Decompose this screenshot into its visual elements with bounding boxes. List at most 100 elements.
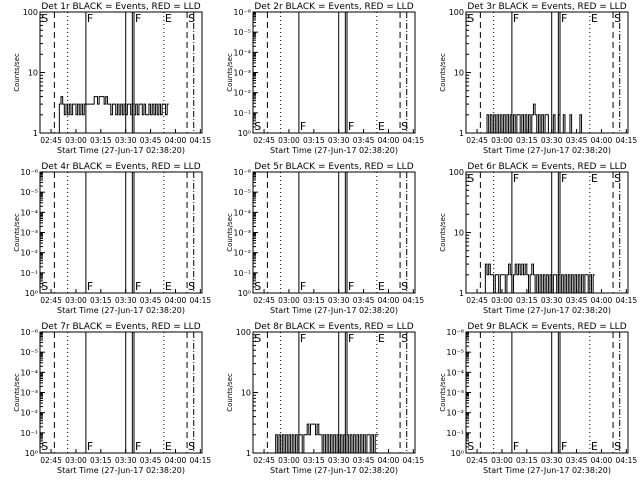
time-marker-label: S <box>614 12 621 25</box>
y-tick-label: 10⁻⁵ <box>20 188 38 197</box>
x-tick-label: 03:30 <box>541 456 563 465</box>
x-tick-label: 03:00 <box>278 296 300 305</box>
y-tick-label: 10⁻¹ <box>233 109 251 118</box>
x-tick-label: 04:00 <box>165 456 187 465</box>
x-tick-label: 03:15 <box>303 296 325 305</box>
time-marker-label: E <box>378 332 385 345</box>
time-marker-label: F <box>513 440 519 453</box>
events-series-line <box>486 103 587 134</box>
y-tick-label: 10⁻² <box>20 249 38 258</box>
x-tick-label: 03:15 <box>90 456 112 465</box>
plot-frame <box>252 171 416 294</box>
y-tick-label: 10⁻⁶ <box>233 8 251 17</box>
x-tick-label: 02:45 <box>40 296 62 305</box>
x-tick-label: 04:00 <box>591 456 613 465</box>
y-tick-label: 10⁻² <box>233 89 251 98</box>
x-tick-label: 03:00 <box>65 136 87 145</box>
x-tick-label: 03:15 <box>516 296 538 305</box>
time-marker-label: F <box>300 332 306 345</box>
time-marker-label: S <box>614 172 621 185</box>
time-marker-label: F <box>561 440 567 453</box>
x-tick-label: 04:00 <box>591 136 613 145</box>
x-tick-label: 03:00 <box>65 296 87 305</box>
x-tick-label: 02:45 <box>40 456 62 465</box>
x-tick-label: 03:45 <box>353 456 375 465</box>
y-axis-label: Counts/sec <box>13 213 21 252</box>
time-marker-label: F <box>348 120 354 133</box>
time-marker-label: F <box>87 440 93 453</box>
y-tick-label: 10⁻⁶ <box>446 328 464 337</box>
y-tick-label: 10⁻⁶ <box>20 168 38 177</box>
x-tick-label: 03:15 <box>303 456 325 465</box>
x-tick-label: 03:00 <box>491 136 513 145</box>
y-tick-label: 10⁻⁵ <box>233 28 251 37</box>
y-axis-label: Counts/sec <box>226 373 234 412</box>
time-marker-label: F <box>300 120 306 133</box>
time-marker-label: S <box>41 12 48 25</box>
events-series-line <box>275 423 379 454</box>
x-tick-label: 03:45 <box>353 296 375 305</box>
x-tick-label: 04:15 <box>616 136 638 145</box>
time-marker-label: E <box>165 280 172 293</box>
y-tick-label: 10⁻¹ <box>20 429 38 438</box>
time-marker-label: S <box>401 280 408 293</box>
y-tick-label: 10⁰ <box>25 289 38 298</box>
time-marker-label: E <box>165 12 172 25</box>
y-tick-label: 10⁻² <box>446 409 464 418</box>
x-tick-label: 02:45 <box>253 296 275 305</box>
x-tick-label: 03:45 <box>140 456 162 465</box>
detector-panel: Det 2r BLACK = Events, RED = LLD Counts/s… <box>226 2 424 155</box>
x-tick-label: 03:30 <box>115 456 137 465</box>
time-marker-label: E <box>378 120 385 133</box>
plot-frame <box>252 11 416 134</box>
time-marker-label: F <box>513 12 519 25</box>
detector-panel: Det 7r BLACK = Events, RED = LLD Counts/s… <box>13 322 211 475</box>
x-tick-label: 02:45 <box>466 136 488 145</box>
x-tick-label: 03:00 <box>491 456 513 465</box>
time-marker-label: S <box>467 440 474 453</box>
y-tick-label: 10⁰ <box>238 129 251 138</box>
y-tick-label: 10⁻⁵ <box>233 188 251 197</box>
y-tick-label: 10⁻³ <box>20 229 38 238</box>
x-tick-label: 03:15 <box>303 136 325 145</box>
x-tick-label: 04:15 <box>403 136 425 145</box>
detector-panel: Det 6r BLACK = Events, RED = LLD Counts/s… <box>439 162 637 315</box>
x-tick-label: 03:00 <box>65 456 87 465</box>
time-marker-label: S <box>401 120 408 133</box>
y-tick-label: 10 <box>241 389 251 398</box>
time-marker-label: S <box>254 120 261 133</box>
time-marker-label: F <box>135 12 141 25</box>
panel-title: Det 4r BLACK = Events, RED = LLD <box>41 162 200 172</box>
x-tick-label: 03:30 <box>328 296 350 305</box>
time-marker-label: E <box>591 12 598 25</box>
x-tick-label: 04:00 <box>378 296 400 305</box>
x-tick-label: 03:30 <box>328 136 350 145</box>
y-tick-label: 10⁻⁵ <box>446 348 464 357</box>
y-tick-label: 10⁰ <box>25 449 38 458</box>
panel-title: Det 2r BLACK = Events, RED = LLD <box>254 2 413 12</box>
x-tick-label: 02:45 <box>466 456 488 465</box>
y-tick-label: 100 <box>236 328 251 337</box>
y-axis-label: Counts/sec <box>439 213 447 252</box>
y-tick-label: 10⁻¹ <box>20 269 38 278</box>
x-tick-label: 03:00 <box>278 136 300 145</box>
time-marker-label: E <box>165 440 172 453</box>
x-tick-label: 04:00 <box>378 456 400 465</box>
time-marker-label: S <box>41 440 48 453</box>
y-tick-label: 10⁻² <box>20 409 38 418</box>
time-marker-label: F <box>87 12 93 25</box>
x-tick-label: 04:00 <box>165 136 187 145</box>
y-tick-label: 10 <box>28 69 38 78</box>
x-axis-label: Start Time (27-Jun-17 02:38:20) <box>57 306 185 315</box>
x-tick-label: 03:15 <box>516 456 538 465</box>
x-tick-label: 03:45 <box>140 136 162 145</box>
x-tick-label: 02:45 <box>253 136 275 145</box>
events-series-line <box>484 263 595 294</box>
x-axis-label: Start Time (27-Jun-17 02:38:20) <box>270 306 398 315</box>
time-marker-label: S <box>188 440 195 453</box>
y-tick-label: 10⁻⁴ <box>233 208 251 217</box>
time-marker-label: F <box>300 280 306 293</box>
time-marker-label: S <box>41 280 48 293</box>
y-tick-label: 10 <box>454 69 464 78</box>
x-tick-label: 04:15 <box>403 456 425 465</box>
